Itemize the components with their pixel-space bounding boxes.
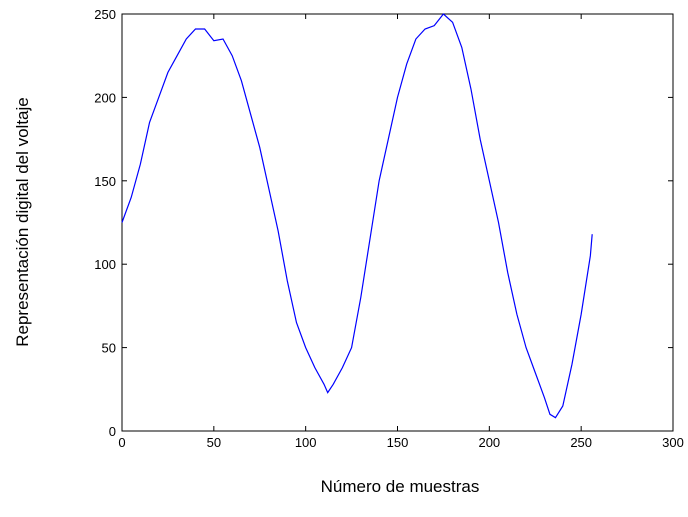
y-tick-label: 100 <box>94 257 116 272</box>
x-tick-label: 0 <box>118 435 125 450</box>
y-tick-label: 50 <box>102 341 116 356</box>
y-axis-label: Representación digital del voltaje <box>13 97 32 347</box>
x-tick-label: 150 <box>387 435 409 450</box>
y-tick-label: 200 <box>94 90 116 105</box>
x-tick-label: 100 <box>295 435 317 450</box>
y-tick-label: 0 <box>109 424 116 439</box>
x-axis-label: Número de muestras <box>321 477 480 496</box>
x-tick-label: 250 <box>570 435 592 450</box>
data-line <box>121 13 593 419</box>
plot-frame <box>121 13 674 432</box>
y-tick-label: 250 <box>94 7 116 22</box>
y-tick-label: 150 <box>94 174 116 189</box>
x-tick-label: 50 <box>207 435 221 450</box>
x-tick-label: 200 <box>478 435 500 450</box>
x-tick-label: 300 <box>662 435 684 450</box>
